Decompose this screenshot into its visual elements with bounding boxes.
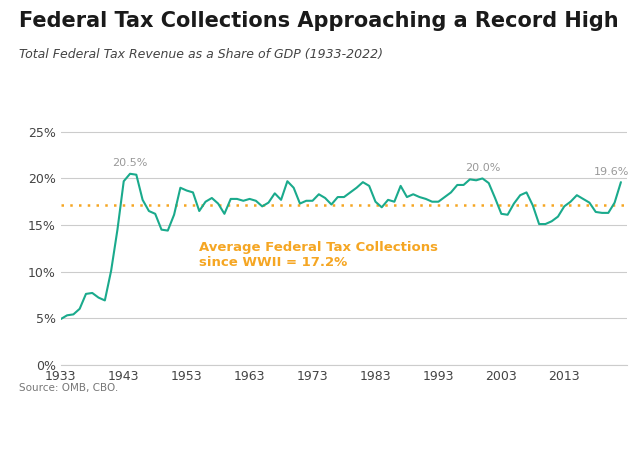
Text: Average Federal Tax Collections
since WWII = 17.2%: Average Federal Tax Collections since WW… <box>199 241 438 269</box>
Text: Federal Tax Collections Approaching a Record High: Federal Tax Collections Approaching a Re… <box>19 11 619 31</box>
Text: Source: OMB, CBO.: Source: OMB, CBO. <box>19 383 118 393</box>
Text: @TaxFoundation: @TaxFoundation <box>529 427 632 440</box>
Text: 19.6%: 19.6% <box>594 167 629 177</box>
Text: 20.0%: 20.0% <box>465 163 500 173</box>
Text: Total Federal Tax Revenue as a Share of GDP (1933-2022): Total Federal Tax Revenue as a Share of … <box>19 48 383 61</box>
Text: 20.5%: 20.5% <box>113 158 148 168</box>
Text: TAX FOUNDATION: TAX FOUNDATION <box>8 427 146 441</box>
